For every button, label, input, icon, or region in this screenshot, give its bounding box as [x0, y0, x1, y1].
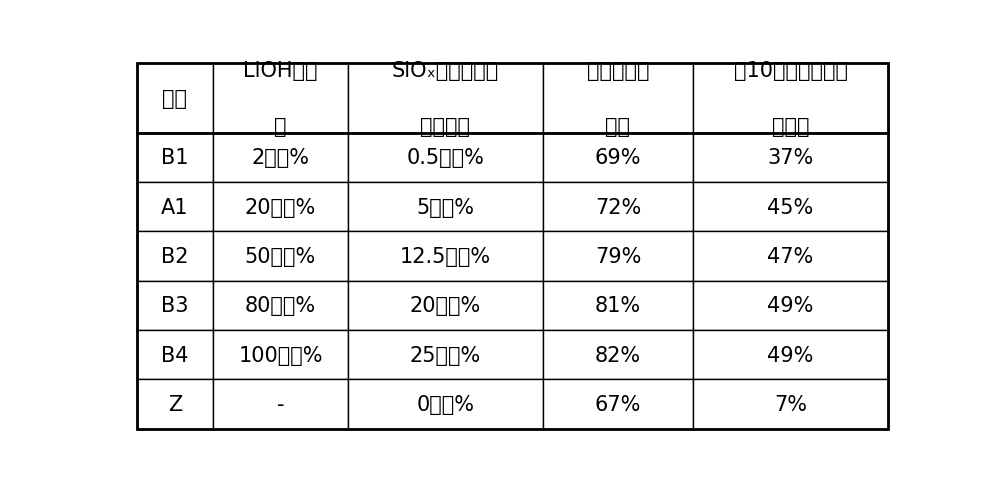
Bar: [348, 330, 543, 380]
Text: -: -: [277, 394, 284, 414]
Text: 电池: 电池: [162, 89, 187, 109]
Bar: [137, 380, 213, 428]
Text: 0摩尔%: 0摩尔%: [416, 394, 474, 414]
Bar: [543, 183, 693, 232]
Text: 25摩尔%: 25摩尔%: [410, 345, 481, 365]
Bar: [213, 330, 348, 380]
Bar: [137, 134, 213, 183]
Text: 72%: 72%: [595, 197, 641, 217]
Bar: [213, 281, 348, 330]
Text: B4: B4: [161, 345, 189, 365]
Text: 82%: 82%: [595, 345, 641, 365]
Bar: [213, 64, 348, 134]
Bar: [693, 232, 888, 281]
Text: 初次充放电

效率: 初次充放电 效率: [587, 61, 649, 137]
Bar: [348, 64, 543, 134]
Text: 49%: 49%: [767, 345, 814, 365]
Bar: [137, 330, 213, 380]
Bar: [543, 330, 693, 380]
Bar: [213, 232, 348, 281]
Bar: [693, 380, 888, 428]
Bar: [693, 64, 888, 134]
Bar: [348, 232, 543, 281]
Text: 80摩尔%: 80摩尔%: [245, 296, 316, 316]
Text: 69%: 69%: [595, 148, 641, 168]
Text: B2: B2: [161, 246, 189, 266]
Text: 20摩尔%: 20摩尔%: [410, 296, 481, 316]
Bar: [543, 134, 693, 183]
Text: 20摩尔%: 20摩尔%: [245, 197, 316, 217]
Bar: [137, 183, 213, 232]
Bar: [213, 380, 348, 428]
Bar: [348, 134, 543, 183]
Text: 5摩尔%: 5摩尔%: [416, 197, 474, 217]
Text: 45%: 45%: [767, 197, 814, 217]
Bar: [693, 330, 888, 380]
Text: 47%: 47%: [767, 246, 814, 266]
Bar: [137, 281, 213, 330]
Text: 81%: 81%: [595, 296, 641, 316]
Bar: [693, 281, 888, 330]
Text: 100摩尔%: 100摩尔%: [238, 345, 323, 365]
Bar: [693, 134, 888, 183]
Text: 12.5摩尔%: 12.5摩尔%: [400, 246, 491, 266]
Bar: [137, 232, 213, 281]
Bar: [213, 134, 348, 183]
Text: Z: Z: [168, 394, 182, 414]
Text: 79%: 79%: [595, 246, 641, 266]
Text: B3: B3: [161, 296, 189, 316]
Text: 49%: 49%: [767, 296, 814, 316]
Bar: [693, 183, 888, 232]
Bar: [543, 281, 693, 330]
Text: 0.5摩尔%: 0.5摩尔%: [406, 148, 484, 168]
Text: B1: B1: [161, 148, 189, 168]
Text: 2摩尔%: 2摩尔%: [251, 148, 309, 168]
Text: 第10次循环的容量

维持率: 第10次循环的容量 维持率: [734, 61, 848, 137]
Bar: [543, 380, 693, 428]
Bar: [543, 64, 693, 134]
Text: 50摩尔%: 50摩尔%: [245, 246, 316, 266]
Bar: [137, 64, 213, 134]
Bar: [543, 232, 693, 281]
Bar: [213, 183, 348, 232]
Text: 67%: 67%: [595, 394, 641, 414]
Text: A1: A1: [161, 197, 189, 217]
Text: 37%: 37%: [767, 148, 814, 168]
Text: LiOH添加

量: LiOH添加 量: [243, 61, 318, 137]
Text: 7%: 7%: [774, 394, 807, 414]
Text: SiOₓ中的硬酸锂

相的比率: SiOₓ中的硬酸锂 相的比率: [392, 61, 499, 137]
Bar: [348, 380, 543, 428]
Bar: [348, 183, 543, 232]
Bar: [348, 281, 543, 330]
